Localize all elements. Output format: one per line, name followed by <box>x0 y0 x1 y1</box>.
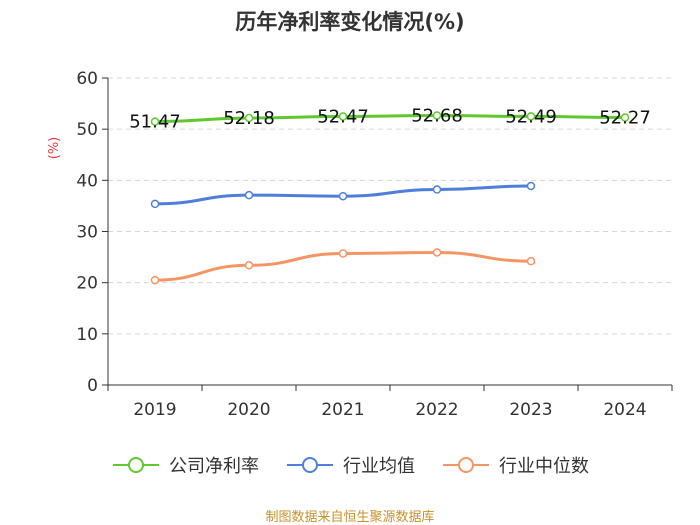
series-line <box>154 113 626 124</box>
data-point <box>620 113 630 122</box>
legend-line-marker-icon <box>443 457 489 473</box>
x-tick-label: 2019 <box>133 400 176 420</box>
data-label: 52.18 <box>223 108 275 129</box>
legend-item: 行业均值 <box>285 452 415 478</box>
y-tick-label: 30 <box>76 223 98 243</box>
x-tick-label: 2023 <box>509 400 552 420</box>
legend-line-marker-icon <box>287 457 333 473</box>
x-tick-label: 2024 <box>603 400 646 420</box>
x-tick-label: 2021 <box>321 400 364 420</box>
legend-line-marker-icon <box>113 457 159 473</box>
data-point <box>526 181 536 191</box>
data-label: 51.47 <box>129 112 181 133</box>
data-point <box>338 191 348 201</box>
data-point <box>244 261 254 270</box>
legend-label: 行业均值 <box>343 456 415 477</box>
data-label: 52.27 <box>599 108 651 129</box>
y-tick-label: 50 <box>76 120 98 140</box>
data-label: 52.49 <box>505 106 557 127</box>
legend-item: 公司净利率 <box>111 452 259 478</box>
legend-label: 公司净利率 <box>169 456 259 477</box>
data-point <box>244 190 254 200</box>
data-point <box>150 199 160 209</box>
data-point <box>432 111 442 120</box>
y-tick-label: 0 <box>87 376 98 396</box>
y-axis-label: (%) <box>47 137 62 160</box>
axes: 0 10 20 30 40 50 60 (%) 2019 2020 2021 2022 2023 2024 <box>47 69 673 420</box>
chart-title: 历年净利率变化情况(%) <box>235 10 465 34</box>
data-label: 52.68 <box>411 105 463 126</box>
y-tick-label: 60 <box>76 69 98 89</box>
data-point <box>526 112 536 121</box>
x-tick-label: 2022 <box>415 400 458 420</box>
data-point <box>150 117 160 126</box>
legend: 公司净利率 行业均值 行业中位数 <box>0 452 700 478</box>
y-tick-label: 40 <box>76 171 98 191</box>
data-point <box>432 185 442 194</box>
data-labels: 51.47 52.18 52.47 52.68 52.49 52.27 <box>129 105 651 132</box>
data-label: 52.47 <box>317 107 369 128</box>
data-point <box>432 248 442 257</box>
series-layer <box>150 111 630 285</box>
y-tick-label: 10 <box>76 325 98 345</box>
legend-label: 行业中位数 <box>499 456 589 477</box>
legend-item: 行业中位数 <box>441 452 589 478</box>
x-tick-label: 2020 <box>227 400 270 420</box>
y-tick-label: 20 <box>76 274 98 294</box>
data-point <box>244 113 254 123</box>
data-point <box>338 112 348 121</box>
data-point <box>338 249 348 258</box>
source-note: 制图数据来自恒生聚源数据库 <box>265 510 435 525</box>
data-point <box>150 275 160 285</box>
gridlines <box>108 77 672 335</box>
data-point <box>526 256 536 266</box>
